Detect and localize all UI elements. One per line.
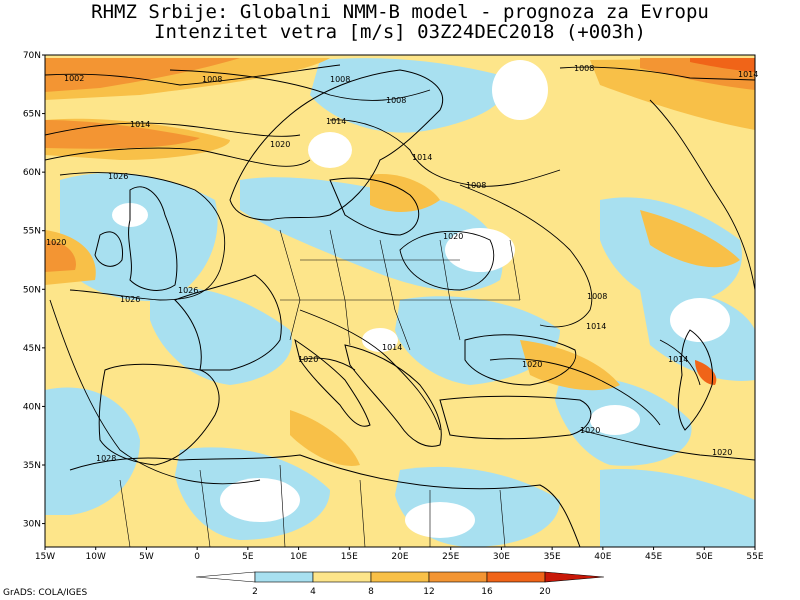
coastlines [69,69,714,547]
isobar-label: 1020 [298,355,318,364]
isobar-label: 1008 [330,75,350,84]
colorbar-tick: 20 [539,587,551,597]
isobars [45,64,755,485]
isobar-label: 1020 [46,238,66,247]
colorbar-tick: 2 [252,587,258,597]
colorbar-segment [370,571,430,583]
lat-label: 55N [23,227,41,237]
isobar-label: 1020 [712,448,732,457]
colorbar-segment [486,571,546,583]
colorbar-high-triangle [544,571,605,583]
lon-label: 50E [696,552,713,562]
isobar-label: 1014 [130,120,150,129]
isobar-label: 1014 [586,322,606,331]
lon-label: 5W [139,552,154,562]
colorbar-segment [312,571,372,583]
lat-label: 45N [23,344,41,354]
isobar-label: 1020 [580,426,600,435]
isobar-label: 1020 [270,140,290,149]
title-line-2: Intenzitet vetra [m/s] 03Z24DEC2018 (+00… [154,21,646,43]
lon-label: 40E [594,552,611,562]
lon-label: 20E [391,552,408,562]
lat-label: 70N [23,51,41,61]
lon-label: 0 [194,552,200,562]
credit-text: GrADS: COLA/IGES [3,588,88,598]
lon-label: 35E [544,552,561,562]
isobar-label: 1008 [574,64,594,73]
colorbar-low-triangle [195,571,256,583]
wind-speed-field [45,55,755,547]
colorbar: 2 4 8 12 16 20 [195,571,605,597]
isobar-label: 1026 [178,286,198,295]
latitude-axis: 70N 65N 60N 55N 50N 45N 40N 35N 30N [23,51,45,530]
longitude-axis: 15W 10W 5W 0 5E 10E 15E 20E 25E 30E 35E 40E 45E 50E 55… [35,547,764,562]
lat-label: 40N [23,402,41,412]
lon-label: 5E [242,552,254,562]
isobar-label: 1008 [587,292,607,301]
colorbar-segment [428,571,488,583]
isobar-label: 1026 [108,172,128,181]
isobar-labels: 1002 1008 1014 1020 1026 1008 1008 1014 … [46,64,758,463]
isobar-label: 1014 [668,355,688,364]
isobar-label: 1020 [443,232,463,241]
lon-label: 10E [290,552,307,562]
lon-label: 45E [645,552,662,562]
lat-label: 35N [23,461,41,471]
colorbar-segment [254,571,314,583]
colorbar-tick: 12 [423,587,434,597]
lon-label: 15E [341,552,358,562]
lon-label: 25E [442,552,459,562]
isobar-label: 1008 [466,181,486,190]
lat-label: 65N [23,110,41,120]
isobar-label: 1014 [382,343,402,352]
isobar-label: 1008 [386,96,406,105]
lat-label: 60N [23,168,41,178]
lon-label: 30E [493,552,510,562]
colorbar-tick: 16 [481,587,493,597]
lat-label: 50N [23,285,41,295]
isobar-label: 1008 [202,75,222,84]
isobar-label: 1026 [120,295,140,304]
colorbar-tick: 8 [368,587,374,597]
isobar-label: 1028 [96,454,116,463]
isobar-label: 1020 [522,360,542,369]
isobar-label: 1002 [64,74,84,83]
lon-label: 55E [746,552,763,562]
lon-label: 10W [86,552,106,562]
isobar-label: 1014 [412,153,432,162]
isobar-label: 1014 [326,117,346,126]
isobar-label: 1014 [738,70,758,79]
title-line-1: RHMZ Srbije: Globalni NMM-B model - prog… [91,1,709,23]
colorbar-tick: 4 [310,587,316,597]
lon-label: 15W [35,552,55,562]
lat-label: 30N [23,520,41,530]
